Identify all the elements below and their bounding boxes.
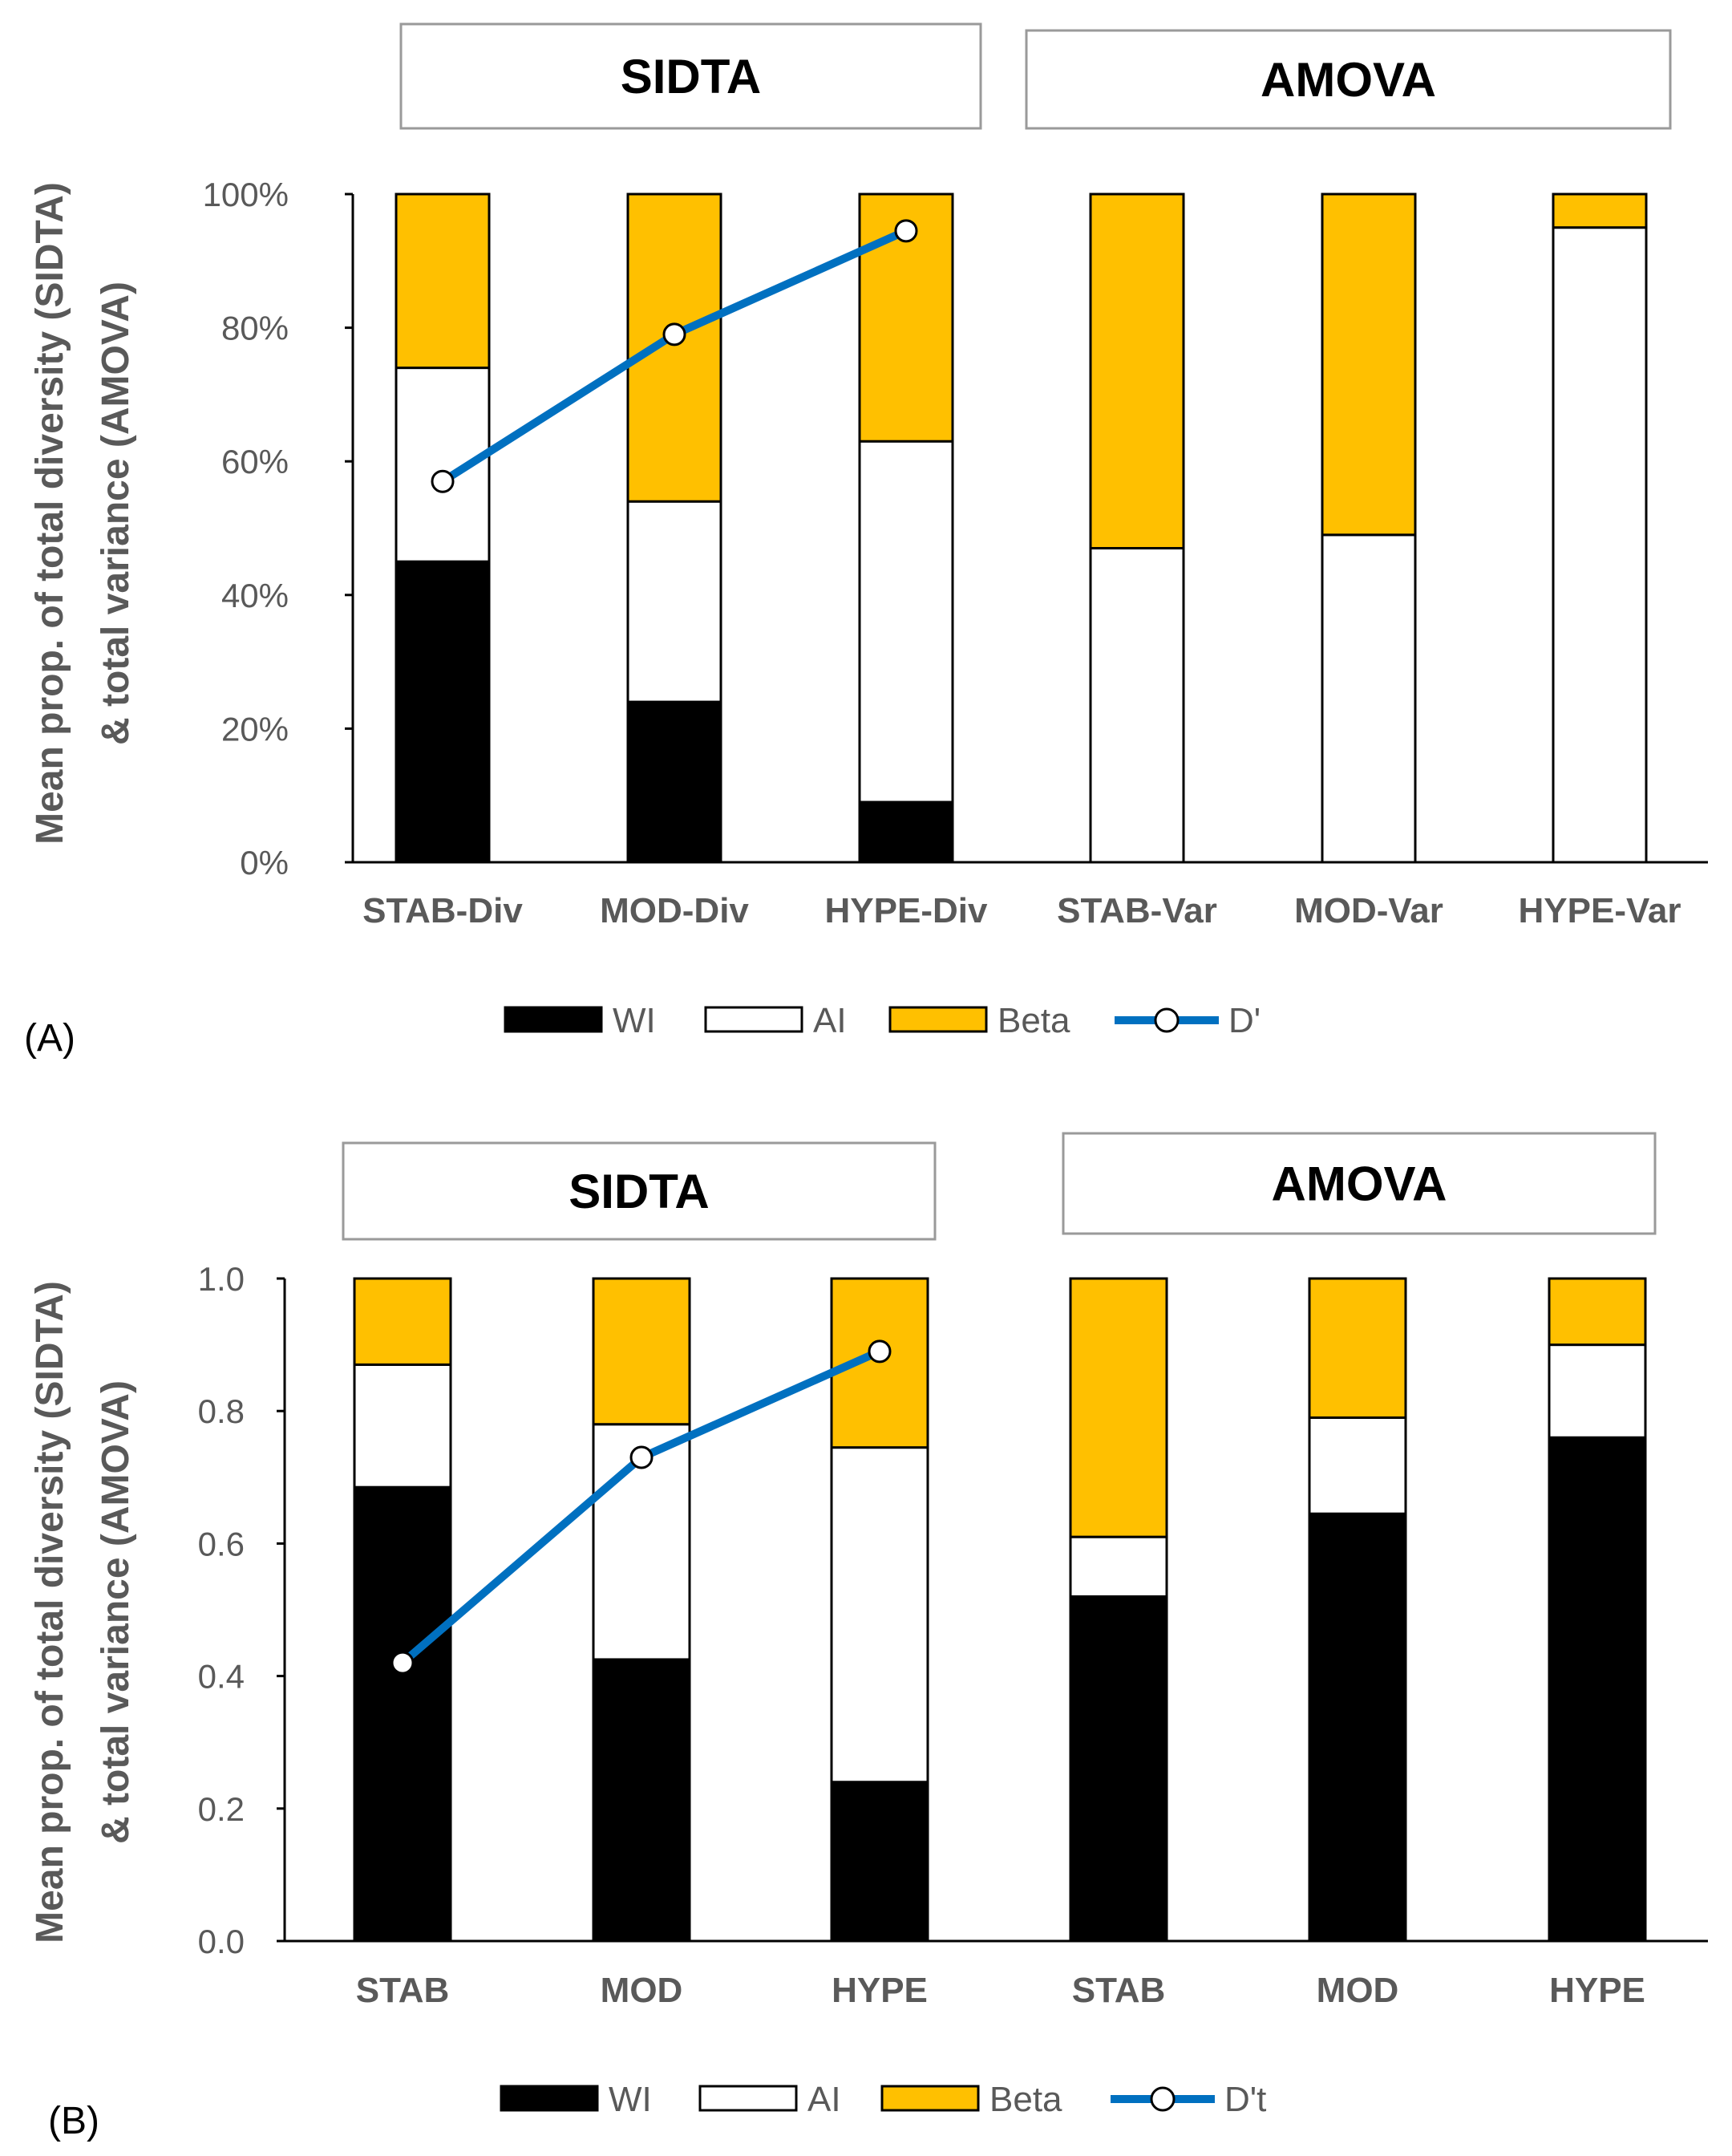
legend-swatch-wi	[500, 2085, 599, 2112]
x-category-label: HYPE	[1549, 1971, 1645, 2010]
group-title-box	[1062, 1132, 1657, 1235]
legend-label: AI	[807, 2080, 841, 2119]
bar-segment-wi	[1308, 1512, 1407, 1943]
y-axis-title-line: Mean prop. of total diversity (SIDTA)	[29, 182, 71, 845]
bar-segment-ai	[1548, 1343, 1647, 1439]
y-axis-title-line: Mean prop. of total diversity (SIDTA)	[29, 1281, 71, 1943]
x-category-label: MOD	[601, 1971, 683, 2010]
legend-label: Beta	[989, 2080, 1062, 2119]
group-title: SIDTA	[569, 1165, 710, 1218]
x-category-label: HYPE	[832, 1971, 928, 2010]
line-point	[894, 219, 918, 243]
legend-label: WI	[613, 1001, 656, 1040]
x-category-label: MOD	[1317, 1971, 1399, 2010]
bar-segment-beta	[858, 192, 954, 443]
bar-segment-ai	[858, 440, 954, 804]
legend-swatch-beta	[880, 2085, 980, 2112]
y-axis-title: Mean prop. of total diversity (SIDTA) & t…	[29, 1281, 137, 1943]
x-category-label: STAB-Div	[362, 891, 523, 930]
line-point	[662, 322, 686, 346]
y-tick-label: 80%	[221, 310, 289, 347]
line-point	[391, 1651, 415, 1675]
y-tick-label: 1.0	[198, 1260, 245, 1298]
y-tick-label: 60%	[221, 443, 289, 480]
bar-segment-beta	[353, 1277, 452, 1366]
legend-swatch-beta	[888, 1006, 988, 1033]
x-category-label: STAB	[1072, 1971, 1166, 2010]
legend-line-marker	[1150, 2086, 1176, 2112]
bar-segment-wi	[1548, 1436, 1647, 1943]
panel-label: (A)	[24, 1017, 75, 1060]
bar-segment-wi	[1069, 1595, 1168, 1943]
y-tick-label: 100%	[203, 176, 289, 213]
bar-segment-wi	[830, 1781, 929, 1943]
bar-segment-wi	[858, 800, 954, 864]
bar-segment-beta	[1089, 192, 1185, 549]
y-tick-label: 20%	[221, 710, 289, 748]
bar-segment-ai	[626, 500, 722, 703]
bar-segment-ai	[1321, 533, 1417, 864]
legend-line-marker	[1154, 1007, 1180, 1033]
legend-swatch-ai	[698, 2085, 798, 2112]
legend-label: Beta	[998, 1001, 1070, 1040]
y-axis-title-line: & total variance (AMOVA)	[95, 282, 137, 745]
y-axis-title-line: & total variance (AMOVA)	[95, 1380, 137, 1844]
bar-segment-ai	[1308, 1416, 1407, 1515]
legend-label: D't	[1224, 2080, 1266, 2119]
bar-segment-ai	[353, 1363, 452, 1489]
legend-swatch-wi	[504, 1006, 603, 1033]
y-axis-title: Mean prop. of total diversity (SIDTA) & t…	[29, 182, 137, 845]
bar-segment-wi	[353, 1485, 452, 1943]
legend-swatch-ai	[704, 1006, 803, 1033]
line-point	[629, 1445, 654, 1469]
line-point	[431, 469, 455, 493]
y-tick-label: 0%	[240, 844, 289, 881]
bar-segment-wi	[395, 560, 491, 864]
bar-segment-beta	[626, 192, 722, 503]
legend-label: WI	[609, 2080, 652, 2119]
group-title: SIDTA	[621, 50, 762, 103]
legend-label: AI	[813, 1001, 847, 1040]
x-category-label: HYPE-Var	[1519, 891, 1681, 930]
chart-panel-b: SIDTA AMOVA 0.0 0.2 0.4 0.6 0.8 1.0 STAB MOD HYPE S…	[29, 1132, 1708, 2142]
group-title-box	[1025, 29, 1672, 130]
bar-segment-ai	[1069, 1535, 1168, 1598]
y-tick-label: 0.0	[198, 1923, 245, 1960]
y-tick-label: 0.2	[198, 1790, 245, 1828]
x-category-label: MOD-Div	[600, 891, 749, 930]
y-tick-label: 0.6	[198, 1525, 245, 1562]
x-category-label: MOD-Var	[1294, 891, 1443, 930]
bar-segment-beta	[1548, 1277, 1647, 1347]
bar-segment-beta	[1069, 1277, 1168, 1538]
group-title-box	[342, 1141, 937, 1241]
legend: WI AI Beta D't	[500, 2080, 1266, 2119]
bar-segment-ai	[830, 1446, 929, 1784]
bar-segment-beta	[1321, 192, 1417, 537]
chart-panel-a: SIDTA AMOVA 0% 20% 40% 60% 80% 100% STAB-Div MOD-…	[24, 22, 1708, 1060]
bar-segment-beta	[395, 192, 491, 370]
group-title: AMOVA	[1272, 1157, 1447, 1211]
legend: WI AI Beta D'	[504, 1001, 1261, 1040]
x-category-label: STAB	[356, 1971, 450, 2010]
bar-segment-ai	[1552, 226, 1648, 864]
x-category-label: STAB-Var	[1057, 891, 1217, 930]
line-point	[868, 1339, 892, 1364]
bar-segment-beta	[1552, 192, 1648, 229]
legend-label: D'	[1228, 1001, 1261, 1040]
bar-segment-wi	[592, 1658, 691, 1943]
group-title: AMOVA	[1261, 53, 1436, 107]
x-category-label: HYPE-Div	[825, 891, 988, 930]
y-tick-label: 0.4	[198, 1658, 245, 1696]
panel-label: (B)	[48, 2100, 99, 2142]
group-title-box	[399, 22, 982, 130]
bar-segment-beta	[592, 1277, 691, 1426]
bar-segment-beta	[1308, 1277, 1407, 1419]
y-tick-label: 0.8	[198, 1392, 245, 1430]
bar-segment-ai	[1089, 546, 1185, 864]
bar-segment-wi	[626, 700, 722, 864]
y-tick-label: 40%	[221, 577, 289, 614]
